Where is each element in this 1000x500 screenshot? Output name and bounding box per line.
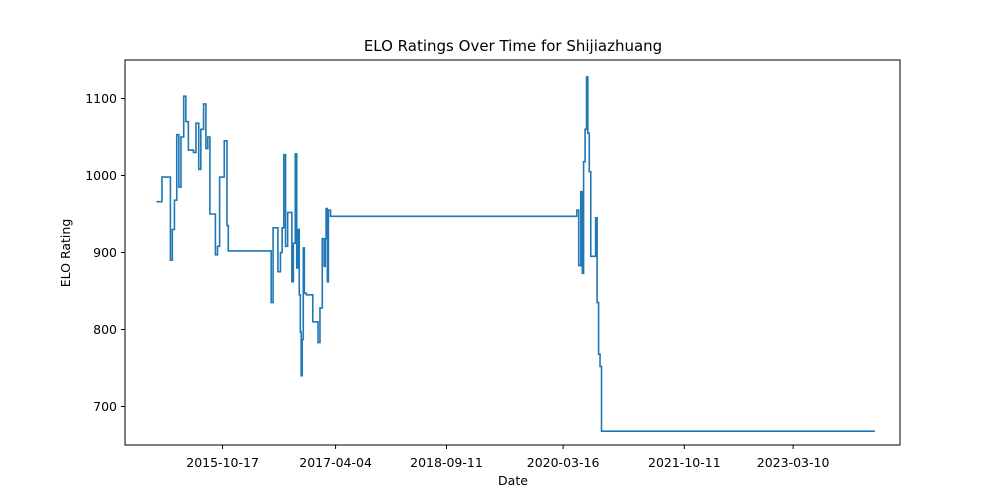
x-tick-label: 2020-03-16 — [527, 455, 600, 470]
x-tick-label: 2015-10-17 — [186, 455, 259, 470]
x-axis: 2015-10-17 2017-04-04 2018-09-11 2020-03-16… — [186, 445, 829, 470]
y-axis-label: ELO Rating — [58, 219, 73, 288]
series-line — [156, 76, 875, 432]
y-tick-label: 700 — [93, 399, 117, 414]
y-tick-label: 1000 — [85, 168, 117, 183]
y-axis: 700 800 900 1000 1100 — [85, 91, 125, 414]
plot-frame — [124, 59, 901, 446]
x-tick-label: 2023-03-10 — [757, 455, 830, 470]
x-tick-label: 2021-10-11 — [648, 455, 721, 470]
y-tick-label: 1100 — [85, 91, 117, 106]
plot-area — [156, 76, 875, 432]
x-tick-label: 2018-09-11 — [410, 455, 483, 470]
x-tick-label: 2017-04-04 — [299, 455, 372, 470]
x-axis-label: Date — [498, 473, 528, 488]
chart-title: ELO Ratings Over Time for Shijiazhuang — [364, 37, 662, 55]
y-tick-label: 900 — [93, 245, 117, 260]
y-tick-label: 800 — [93, 322, 117, 337]
